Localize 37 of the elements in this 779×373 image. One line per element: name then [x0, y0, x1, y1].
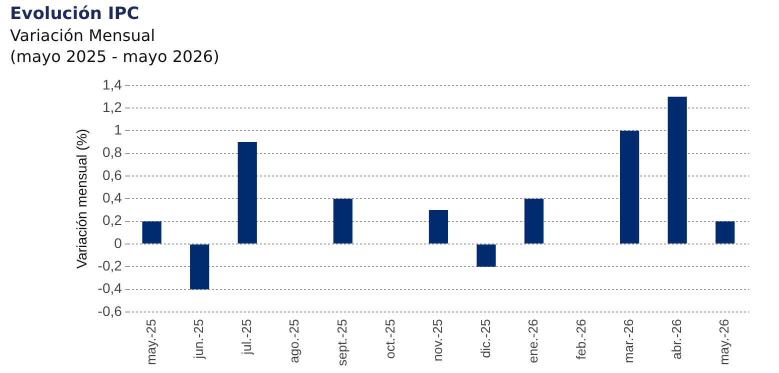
bar — [428, 210, 448, 244]
bar — [716, 221, 735, 244]
x-tick-label: may.-26 — [716, 319, 732, 366]
bar — [524, 198, 544, 244]
x-tick-label: mar.-26 — [621, 319, 636, 364]
y-tick-label: -0,4 — [98, 280, 122, 296]
y-tick-label: 0,8 — [102, 144, 122, 160]
y-tick-label: -0,2 — [98, 258, 122, 274]
bar — [333, 198, 352, 244]
y-tick-label: 0 — [114, 234, 122, 251]
y-tick-label: 1,2 — [102, 98, 122, 115]
x-tick-label: feb.-26 — [573, 319, 588, 360]
y-tick-label: 0,2 — [102, 212, 122, 228]
y-tick-label: 1,4 — [102, 76, 122, 92]
y-tick-label: 1 — [114, 122, 122, 138]
x-tick-label: jun.-25 — [191, 319, 206, 360]
bar — [668, 96, 687, 244]
bar — [620, 130, 640, 244]
bar — [190, 244, 210, 290]
y-tick-label: 0,6 — [102, 166, 122, 183]
x-tick-label: oct.-25 — [382, 319, 398, 359]
y-tick-label: -0,6 — [98, 302, 122, 319]
x-tick-label: ene.-26 — [526, 319, 541, 364]
chart-title: Evolución IPC — [10, 4, 140, 25]
x-tick-label: dic.-25 — [478, 319, 493, 358]
x-tick-label: jul.-25 — [238, 319, 254, 356]
y-axis-title: Variación mensual (%) — [73, 128, 90, 269]
bar — [238, 142, 257, 244]
bar — [476, 244, 496, 267]
x-tick-label: may.-25 — [143, 319, 158, 366]
x-tick-label: nov.-25 — [430, 319, 446, 362]
bar — [142, 221, 162, 244]
chart-subtitle: Variación Mensual (mayo 2025 - mayo 2026) — [10, 25, 220, 67]
x-tick-label: sept.-25 — [334, 319, 350, 366]
x-tick-label: abr.-26 — [668, 319, 684, 360]
x-tick-label: ago.-25 — [286, 319, 302, 364]
y-tick-label: 0,4 — [102, 190, 122, 206]
